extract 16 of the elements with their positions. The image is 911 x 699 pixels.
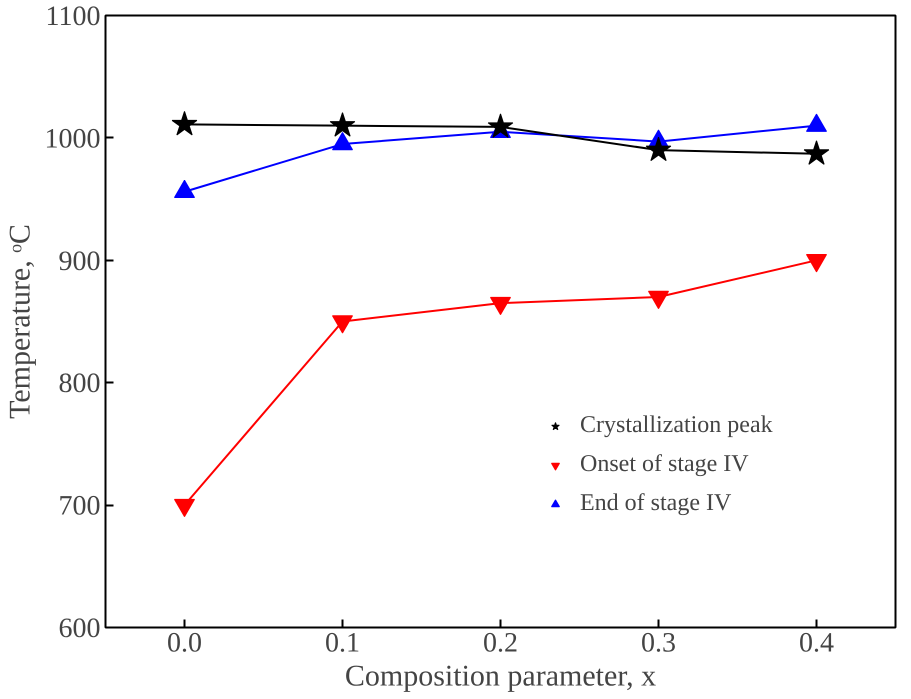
x-tick-label: 0.2 [483,628,518,658]
y-tick-label: 600 [58,613,100,644]
x-tick-label: 0.0 [167,628,202,658]
x-tick-label: 0.1 [325,628,360,658]
y-tick-label: 1100 [46,1,101,32]
x-axis-title: Composition parameter, x [344,660,656,692]
y-axis-title: Temperature, ᵒC [4,224,36,419]
y-tick-label: 700 [58,490,100,522]
y-tick-label: 900 [58,246,100,277]
y-tick-label: 800 [58,368,100,400]
y-tick-label: 1000 [44,123,100,154]
legend-label: End of stage IV [580,490,732,517]
x-tick-label: 0.4 [799,628,834,658]
x-tick-label: 0.3 [641,628,676,658]
legend-label: Crystallization peak [580,412,773,439]
legend-label: Onset of stage IV [580,451,749,478]
